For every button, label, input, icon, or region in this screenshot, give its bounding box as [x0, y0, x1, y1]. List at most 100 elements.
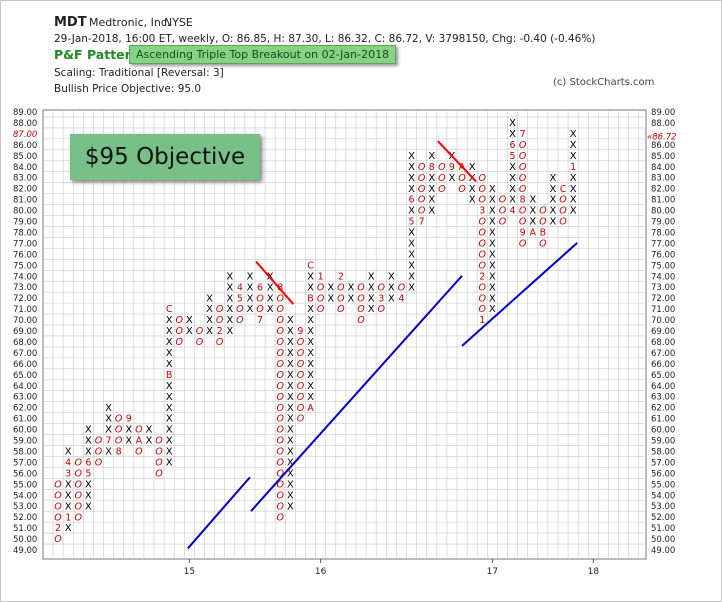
y-tick-label-left: 72.00 — [13, 294, 37, 304]
o-box: O — [559, 195, 567, 206]
o-box: O — [297, 392, 305, 403]
y-tick-label-left: 50.00 — [13, 535, 37, 545]
o-box: O — [277, 392, 285, 403]
o-box: O — [479, 184, 487, 195]
x-box: X — [287, 403, 294, 414]
x-box: X — [489, 293, 496, 304]
x-box: X — [489, 249, 496, 260]
x-box: X — [307, 359, 314, 370]
o-box: O — [135, 447, 143, 458]
y-tick-label-right: 59.00 — [651, 437, 675, 447]
x-box: X — [287, 490, 294, 501]
y-tick-label-right: 55.00 — [651, 480, 675, 490]
o-box: O — [176, 337, 184, 348]
o-box: O — [256, 293, 264, 304]
y-tick-label-left: 78.00 — [13, 228, 37, 238]
y-tick-label-left: 63.00 — [13, 393, 37, 403]
o-box: O — [337, 293, 345, 304]
x-box: X — [489, 271, 496, 282]
y-tick-label-right: 57.00 — [651, 458, 675, 468]
o-box: O — [75, 490, 83, 501]
x-box: X — [408, 184, 415, 195]
x-box: X — [65, 490, 72, 501]
month-marker: B — [166, 370, 173, 381]
month-marker: 1 — [318, 271, 324, 282]
y-tick-label-left: 88.00 — [13, 119, 37, 129]
x-box: X — [226, 271, 233, 282]
month-marker: 4 — [65, 458, 71, 469]
o-box: O — [317, 282, 325, 293]
x-box: X — [509, 173, 516, 184]
x-box: X — [307, 348, 314, 359]
x-box: X — [247, 271, 254, 282]
x-box: X — [247, 293, 254, 304]
x-box: X — [206, 293, 213, 304]
o-box: O — [277, 304, 285, 315]
o-box: O — [398, 282, 406, 293]
x-box: X — [348, 293, 355, 304]
x-box: X — [307, 282, 314, 293]
o-box: O — [216, 337, 224, 348]
y-tick-label-left: 75.00 — [13, 261, 37, 271]
o-box: O — [539, 217, 547, 228]
o-box: O — [277, 479, 285, 490]
objective-annotation: $95 Objective — [70, 134, 260, 180]
x-box: X — [267, 282, 274, 293]
ohlc-summary: 29-Jan-2018, 16:00 ET, weekly, O: 86.85,… — [54, 33, 596, 45]
x-box: X — [166, 425, 173, 436]
x-box: X — [146, 425, 153, 436]
x-box: X — [408, 282, 415, 293]
x-box: X — [287, 392, 294, 403]
y-tick-label-right: 76.00 — [651, 250, 675, 260]
o-box: O — [438, 184, 446, 195]
o-box: O — [75, 468, 83, 479]
month-marker: 6 — [409, 195, 415, 206]
o-box: O — [378, 304, 386, 315]
y-tick-label-left: 57.00 — [13, 458, 37, 468]
y-tick-label-left: 86.00 — [13, 141, 37, 151]
x-box: X — [489, 282, 496, 293]
o-box: O — [297, 403, 305, 414]
y-tick-label-left: 62.00 — [13, 404, 37, 414]
y-tick-label-left: 60.00 — [13, 426, 37, 436]
x-box: X — [489, 195, 496, 206]
x-box: X — [327, 282, 334, 293]
y-tick-label-left: 79.00 — [13, 218, 37, 228]
y-tick-label-left: 85.00 — [13, 152, 37, 162]
o-box: O — [438, 173, 446, 184]
x-box: X — [85, 425, 92, 436]
o-box: O — [155, 458, 163, 469]
y-tick-label-left: 68.00 — [13, 338, 37, 348]
ticker-symbol: MDT — [54, 15, 87, 30]
x-box: X — [166, 414, 173, 425]
o-box: O — [499, 217, 507, 228]
x-box: X — [368, 271, 375, 282]
pnf-pattern-label: P&F Pattern — [54, 47, 140, 62]
x-box: X — [408, 151, 415, 162]
x-box: X — [368, 304, 375, 315]
x-box: X — [529, 195, 536, 206]
o-box: O — [479, 293, 487, 304]
y-tick-label-right: 83.00 — [651, 174, 675, 184]
month-marker: 2 — [55, 523, 61, 534]
y-tick-label-right: 81.00 — [651, 196, 675, 206]
company-name: Medtronic, Inc. — [89, 16, 171, 29]
y-tick-label-left: 65.00 — [13, 371, 37, 381]
x-box: X — [206, 304, 213, 315]
o-box: O — [519, 239, 527, 250]
y-tick-label-left: 76.00 — [13, 250, 37, 260]
y-tick-label-left: 80.00 — [13, 207, 37, 217]
x-box: X — [327, 293, 334, 304]
y-tick-label-right: 89.00 — [651, 108, 675, 118]
o-box: O — [479, 304, 487, 315]
x-box: X — [388, 271, 395, 282]
o-box: O — [75, 512, 83, 523]
x-box: X — [287, 414, 294, 425]
month-marker: 2 — [479, 271, 485, 282]
x-box: X — [166, 348, 173, 359]
x-box: X — [408, 239, 415, 250]
x-tick-label: 17 — [487, 567, 498, 577]
o-box: O — [458, 173, 466, 184]
y-tick-label-right: 64.00 — [651, 382, 675, 392]
x-box: X — [529, 217, 536, 228]
